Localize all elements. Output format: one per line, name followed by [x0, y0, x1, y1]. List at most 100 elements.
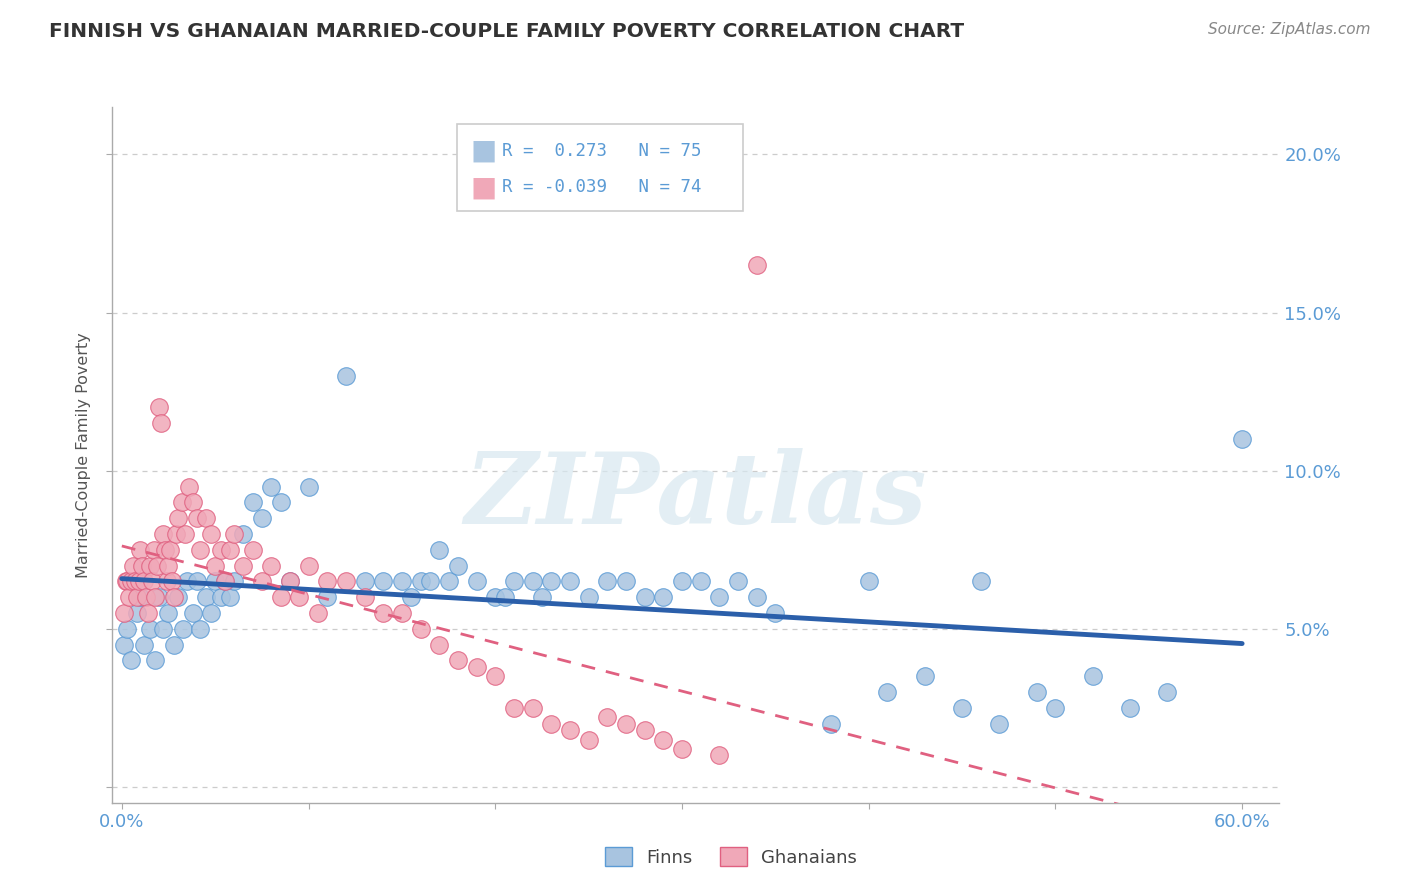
Point — [186, 574, 208, 589]
Point — [172, 622, 194, 636]
Point — [353, 591, 375, 605]
Text: ■: ■ — [471, 173, 498, 201]
Point — [194, 511, 217, 525]
Point — [181, 495, 204, 509]
Point — [222, 574, 245, 589]
Point — [596, 710, 619, 724]
Point — [242, 495, 264, 509]
Point — [134, 638, 156, 652]
Point — [297, 558, 319, 573]
Point — [596, 574, 619, 589]
Point — [209, 542, 232, 557]
Point — [159, 542, 181, 557]
Point — [232, 527, 254, 541]
Point — [222, 527, 245, 541]
Point — [166, 591, 188, 605]
Point — [270, 591, 292, 605]
Point — [186, 511, 208, 525]
Point — [128, 574, 150, 589]
Point — [148, 591, 170, 605]
Point — [181, 606, 204, 620]
Point — [136, 606, 159, 620]
Point — [745, 591, 768, 605]
Point — [153, 542, 176, 557]
Point — [214, 574, 236, 589]
Point — [633, 591, 655, 605]
Point — [150, 417, 173, 431]
Point — [540, 716, 562, 731]
Point — [307, 606, 329, 620]
Point — [465, 574, 488, 589]
Point — [671, 574, 693, 589]
Text: R = -0.039   N = 74: R = -0.039 N = 74 — [502, 178, 702, 196]
Point — [114, 574, 136, 589]
Point — [200, 527, 222, 541]
Point — [876, 685, 898, 699]
Point — [200, 606, 222, 620]
Point — [148, 401, 170, 415]
Point — [1119, 701, 1142, 715]
Point — [118, 591, 141, 605]
Point — [671, 742, 693, 756]
Point — [145, 653, 167, 667]
Point — [614, 716, 637, 731]
Point — [177, 479, 200, 493]
Point — [522, 701, 544, 715]
Point — [204, 574, 226, 589]
Point — [689, 574, 711, 589]
Point — [427, 542, 450, 557]
Point — [157, 558, 180, 573]
Legend: Finns, Ghanaians: Finns, Ghanaians — [598, 840, 865, 874]
Point — [166, 511, 188, 525]
Point — [112, 638, 135, 652]
Point — [135, 591, 157, 605]
Point — [163, 638, 186, 652]
Text: FINNISH VS GHANAIAN MARRIED-COUPLE FAMILY POVERTY CORRELATION CHART: FINNISH VS GHANAIAN MARRIED-COUPLE FAMIL… — [49, 22, 965, 41]
Point — [209, 591, 232, 605]
Point — [242, 542, 264, 557]
Point — [820, 716, 842, 731]
Point — [709, 748, 731, 763]
Point — [160, 574, 183, 589]
Point — [157, 606, 180, 620]
Point — [419, 574, 441, 589]
Point — [391, 574, 413, 589]
Point — [558, 723, 581, 737]
Point — [194, 591, 217, 605]
Point — [614, 574, 637, 589]
Point — [1230, 432, 1253, 446]
Point — [288, 591, 311, 605]
Point — [250, 574, 273, 589]
Text: ■: ■ — [471, 136, 498, 164]
Point — [335, 574, 357, 589]
Point — [503, 701, 526, 715]
Point — [120, 574, 142, 589]
Point — [219, 591, 242, 605]
Point — [122, 558, 145, 573]
Point — [1156, 685, 1178, 699]
Point — [146, 558, 169, 573]
Point — [278, 574, 301, 589]
Point — [409, 574, 432, 589]
Point — [335, 368, 357, 383]
Point — [260, 558, 283, 573]
Point — [503, 574, 526, 589]
Point — [558, 574, 581, 589]
Point — [188, 542, 211, 557]
Point — [250, 511, 273, 525]
Point — [633, 723, 655, 737]
Point — [232, 558, 254, 573]
Point — [270, 495, 292, 509]
Point — [391, 606, 413, 620]
Point — [134, 574, 156, 589]
Point — [447, 558, 470, 573]
Point — [652, 732, 675, 747]
Point — [131, 558, 153, 573]
Point — [353, 574, 375, 589]
Point — [165, 527, 187, 541]
Point — [297, 479, 319, 493]
Point — [176, 574, 198, 589]
Point — [204, 558, 226, 573]
Point — [152, 622, 174, 636]
Point — [112, 606, 135, 620]
